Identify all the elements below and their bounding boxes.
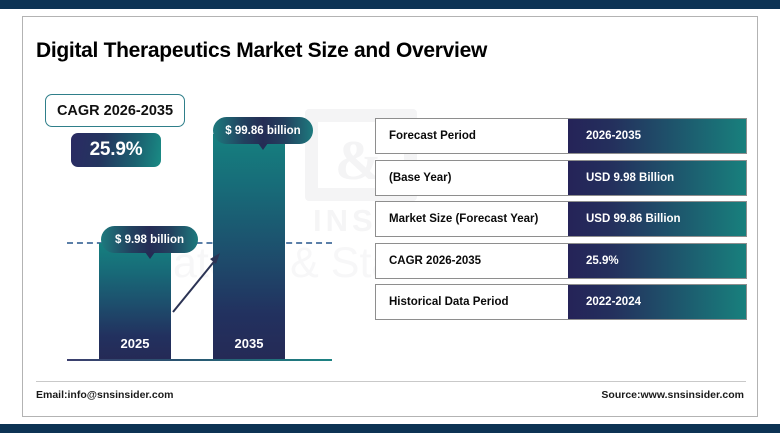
footer-source: Source:www.snsinsider.com <box>601 389 744 401</box>
top-accent-bar <box>0 0 780 9</box>
page-title: Digital Therapeutics Market Size and Ove… <box>36 39 487 62</box>
bottom-accent-bar <box>0 424 780 433</box>
table-cell-value: 2026-2035 <box>568 119 746 153</box>
table-cell-value: 25.9% <box>568 243 746 278</box>
bar-chart: 2025 2035 $ 9.98 billion $ 99.86 billion <box>23 17 363 418</box>
table-row: CAGR 2026-2035 25.9% <box>375 242 747 279</box>
bubble-pointer-icon <box>258 143 268 150</box>
table-cell-value: USD 9.98 Billion <box>568 160 746 195</box>
cagr-label-box: CAGR 2026-2035 <box>45 94 185 127</box>
value-bubble-2025-text: $ 9.98 billion <box>114 233 185 246</box>
cagr-value-badge: 25.9% <box>71 133 161 167</box>
stats-table: Forecast Period 2026-2035 (Base Year) US… <box>375 118 747 326</box>
bar-2025: 2025 <box>99 243 171 359</box>
growth-arrow-icon <box>172 253 220 313</box>
table-row: (Base Year) USD 9.98 Billion <box>375 159 747 196</box>
bubble-pointer-icon <box>144 252 155 259</box>
table-cell-key: CAGR 2026-2035 <box>376 243 568 278</box>
table-cell-key: Market Size (Forecast Year) <box>376 202 568 236</box>
base-year-reference-line <box>67 242 332 244</box>
bar-category-label: 2025 <box>120 336 150 351</box>
value-bubble-2035: $ 99.86 billion <box>213 117 313 150</box>
table-cell-value: 2022-2024 <box>568 285 746 319</box>
bar-category-label: 2035 <box>234 336 264 351</box>
value-bubble-2035-text: $ 99.86 billion <box>225 124 301 137</box>
chart-baseline-axis <box>67 359 332 361</box>
table-cell-key: Historical Data Period <box>376 285 568 319</box>
footer-divider <box>36 381 746 382</box>
table-cell-key: Forecast Period <box>376 119 568 153</box>
table-row: Market Size (Forecast Year) USD 99.86 Bi… <box>375 201 747 237</box>
content-card: & INSIDER ategy & Stats Digital Therapeu… <box>22 16 758 417</box>
table-cell-key: (Base Year) <box>376 160 568 195</box>
footer-email: Email:info@snsinsider.com <box>36 389 174 401</box>
bar-2035: 2035 <box>213 134 285 359</box>
value-bubble-2025: $ 9.98 billion <box>101 226 198 259</box>
table-cell-value: USD 99.86 Billion <box>568 202 746 236</box>
table-row: Historical Data Period 2022-2024 <box>375 284 747 320</box>
table-row: Forecast Period 2026-2035 <box>375 118 747 154</box>
